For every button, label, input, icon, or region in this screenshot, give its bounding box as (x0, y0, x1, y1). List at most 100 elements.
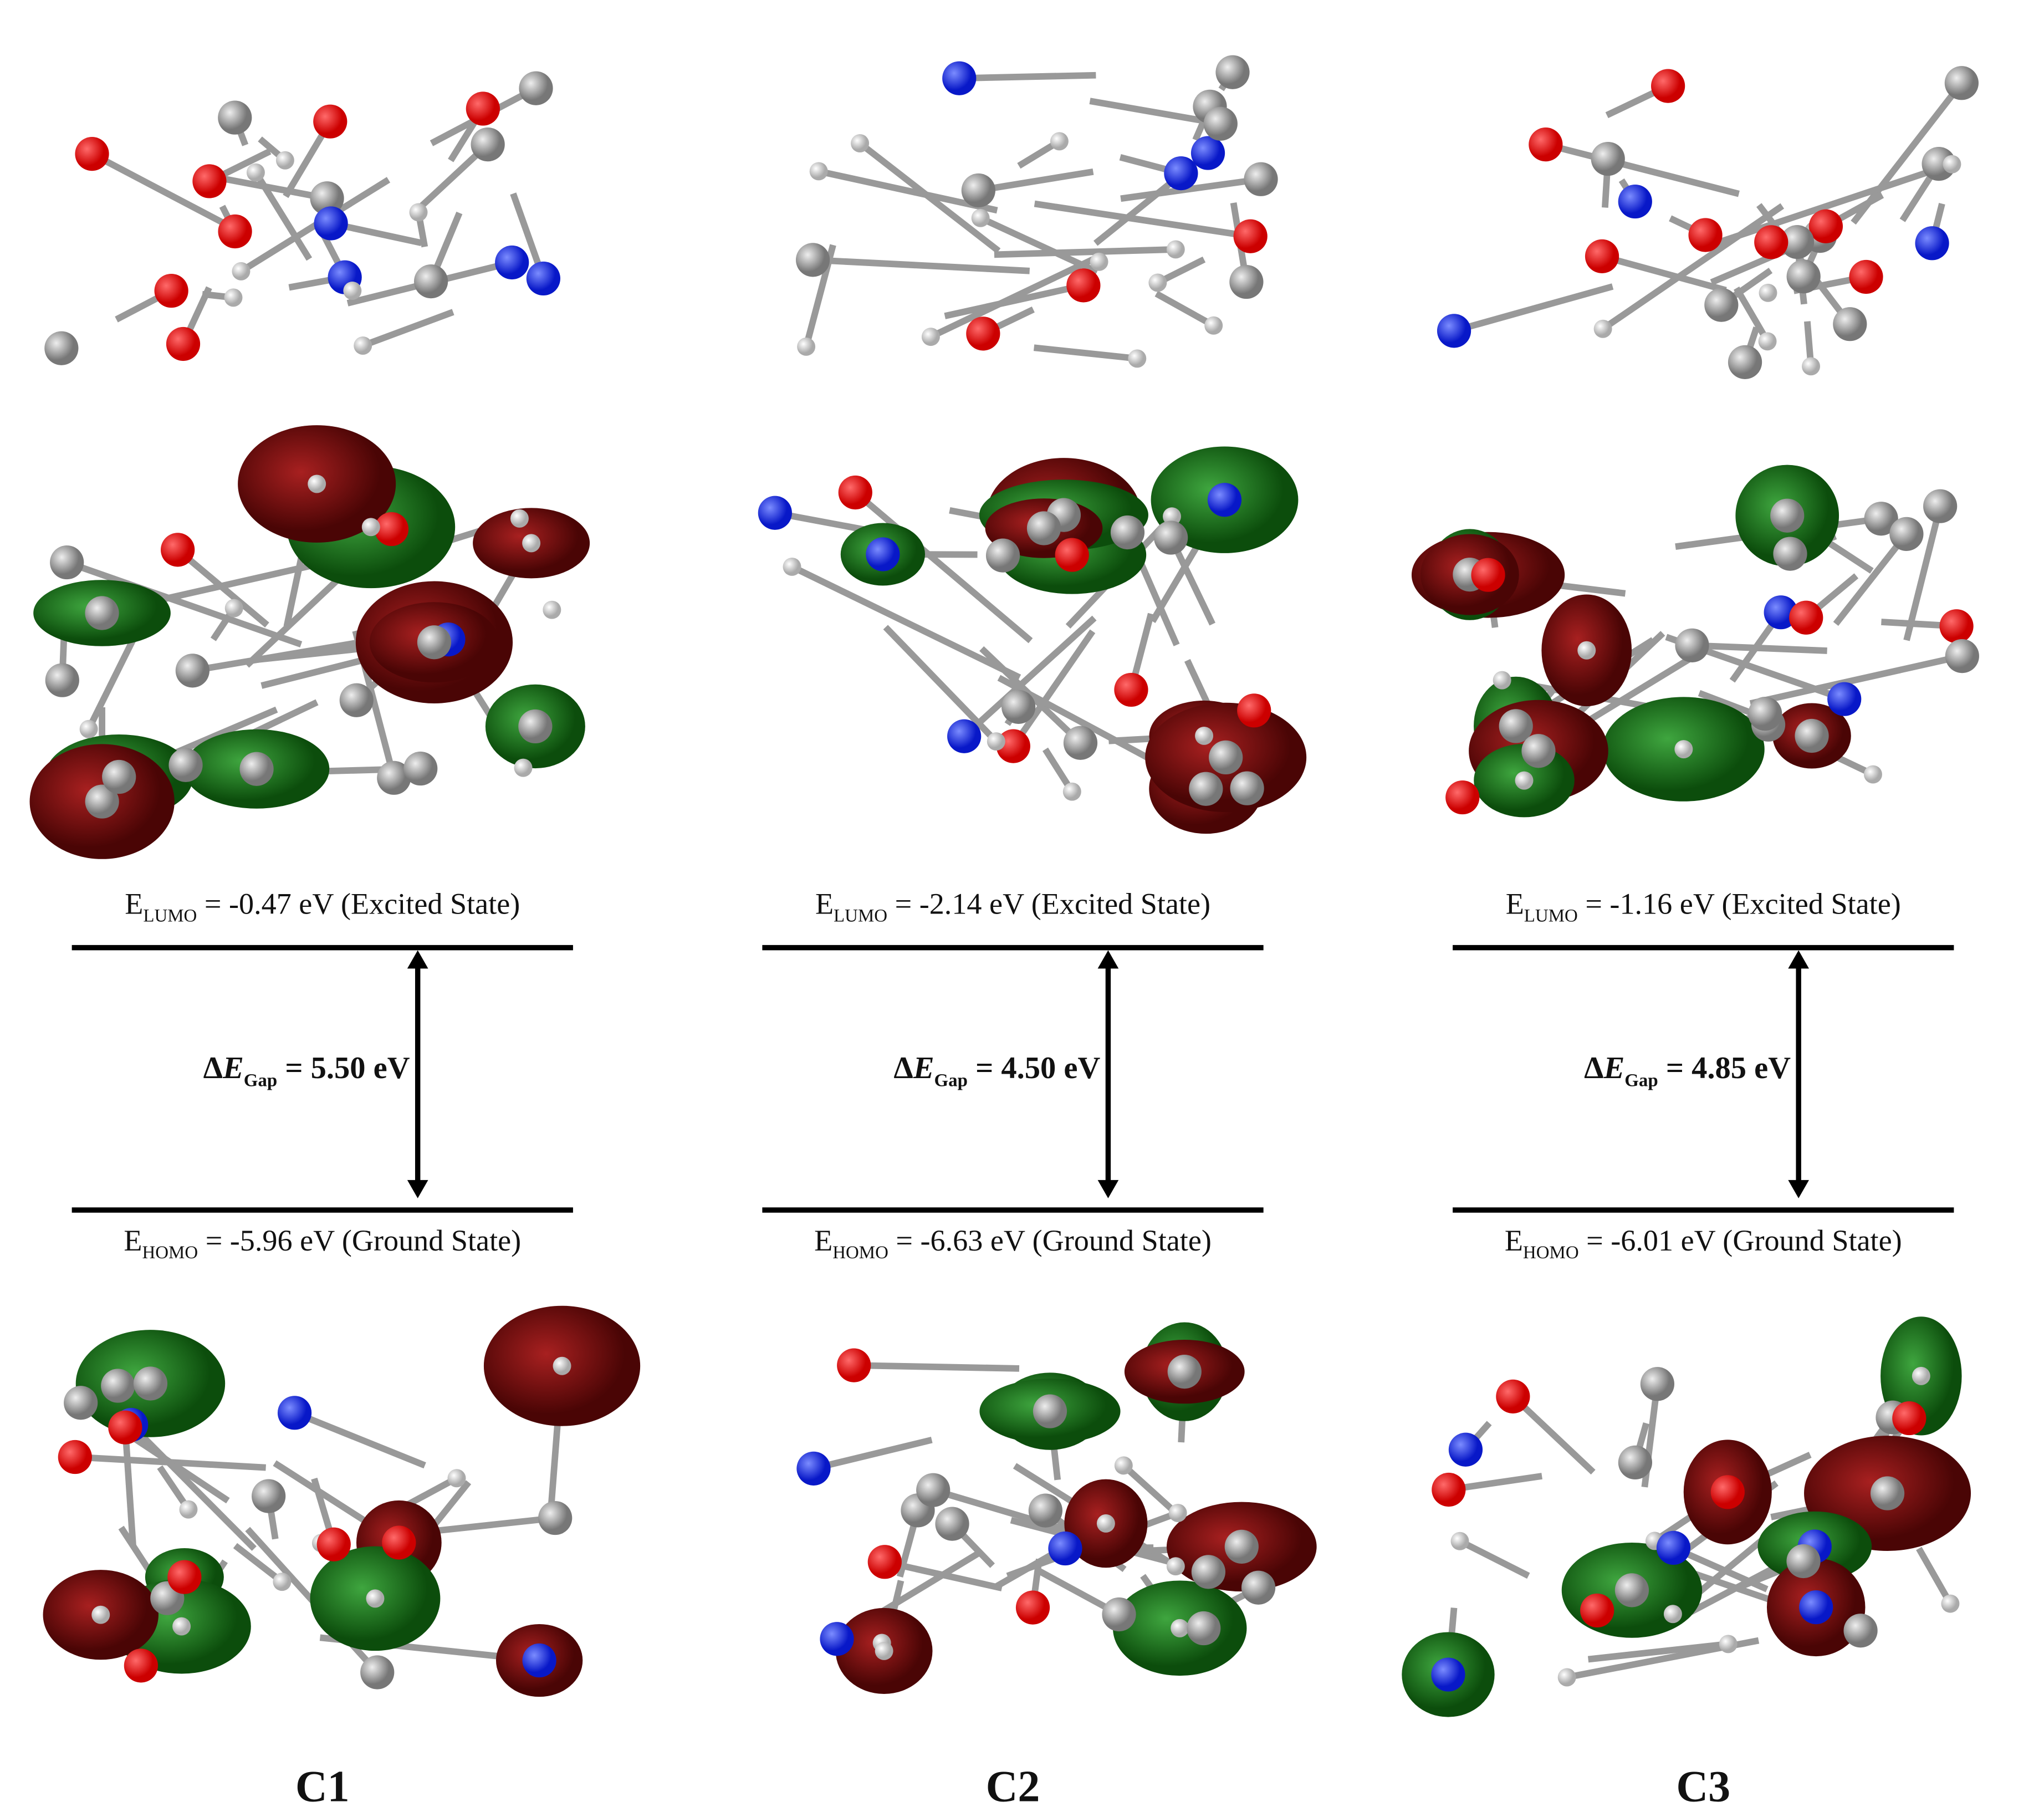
atom (1154, 520, 1188, 555)
atom (1244, 162, 1278, 196)
atom (1499, 709, 1533, 743)
symbol: E (814, 1224, 832, 1257)
bond (65, 559, 303, 648)
atom (310, 181, 344, 216)
atom (795, 243, 830, 277)
bond (944, 282, 1085, 319)
atom (124, 1648, 159, 1683)
atom (1241, 1570, 1276, 1605)
atom (192, 164, 227, 198)
atom (1166, 240, 1185, 259)
atom (522, 1643, 556, 1678)
atom (1870, 1476, 1905, 1510)
atom (942, 61, 977, 95)
symbol: E (125, 887, 143, 920)
bond (1089, 98, 1222, 127)
atom (1943, 155, 1961, 173)
subscript: LUMO (834, 906, 887, 926)
atom (1110, 515, 1145, 550)
delta: Δ (1584, 1051, 1603, 1085)
atom (796, 1451, 831, 1486)
atom (45, 663, 79, 697)
atom (360, 1655, 395, 1690)
atom (783, 557, 801, 576)
atom (154, 273, 188, 308)
energy-label: EHOMO = -6.63 eV (Ground State) (814, 1224, 1212, 1263)
atom (403, 751, 438, 786)
atom (1944, 66, 1979, 100)
atom (218, 100, 252, 135)
atom (471, 127, 505, 162)
atom (1066, 268, 1101, 303)
atom (275, 151, 294, 170)
atom (553, 1356, 571, 1375)
atom (343, 282, 362, 300)
atom (1557, 1668, 1576, 1687)
value-text: = 5.50 eV (277, 1051, 410, 1085)
atom (916, 1473, 951, 1507)
atom (354, 336, 372, 355)
symbol: E (815, 887, 834, 920)
atom (339, 683, 374, 717)
atom (809, 162, 828, 181)
atom (1163, 507, 1181, 526)
atom (167, 1560, 202, 1594)
atom (1728, 345, 1762, 380)
atom (1748, 697, 1782, 731)
symbol: E (1603, 1051, 1625, 1085)
bond (929, 255, 1097, 340)
subscript: LUMO (143, 906, 197, 926)
atom (1230, 771, 1264, 805)
subscript: Gap (1624, 1070, 1658, 1090)
bond (1545, 141, 1740, 197)
atom (1656, 1530, 1691, 1565)
atom (1209, 740, 1243, 775)
molecule (1437, 66, 1979, 380)
atom (161, 533, 195, 567)
atom (1168, 1503, 1187, 1522)
molecule (1411, 465, 1979, 818)
bond (1916, 1547, 1954, 1605)
energy-label: ELUMO = -2.14 eV (Excited State) (815, 887, 1210, 926)
arrow-head (1097, 950, 1119, 969)
atom (519, 71, 553, 105)
atom (101, 1369, 135, 1403)
symbol: E (124, 1224, 142, 1257)
atom (1585, 239, 1619, 274)
bond (1903, 505, 1944, 641)
bond (1120, 176, 1261, 202)
atom (1204, 316, 1223, 335)
bond (1601, 203, 1785, 332)
energy-label: ΔEGap = 5.50 eV (203, 1051, 410, 1090)
atom (224, 288, 243, 307)
bond (1453, 283, 1614, 334)
arrow-head (407, 1180, 428, 1198)
atom (1941, 1594, 1960, 1613)
value-text: = 4.85 eV (1658, 1051, 1791, 1085)
atom (1050, 132, 1069, 151)
bond (1587, 1641, 1729, 1663)
atom (1754, 225, 1789, 259)
atom (921, 328, 940, 346)
atom (522, 534, 541, 553)
atom (838, 475, 872, 510)
atom (1015, 1590, 1050, 1625)
bond (979, 215, 1098, 275)
bond (959, 72, 1096, 82)
atom (1102, 1597, 1136, 1632)
atom (1795, 718, 1829, 753)
atom (758, 496, 792, 530)
bond (978, 168, 1094, 194)
atom (232, 262, 251, 280)
subscript: HOMO (1523, 1243, 1579, 1263)
atom (1063, 726, 1098, 760)
compound-label: C3 (1676, 1763, 1730, 1811)
energy-label: ELUMO = -0.47 eV (Excited State) (125, 887, 520, 926)
subscript: HOMO (832, 1243, 888, 1263)
atom (1786, 1544, 1821, 1579)
atom (1674, 740, 1693, 759)
atom (175, 654, 209, 688)
bond (233, 1543, 284, 1585)
value-text: = -5.96 eV (Ground State) (198, 1224, 521, 1257)
atom (1195, 726, 1214, 745)
